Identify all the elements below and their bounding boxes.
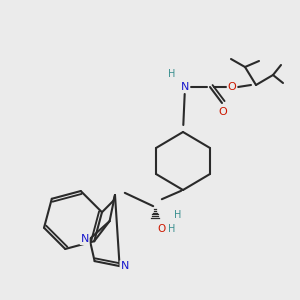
Text: O: O (158, 224, 166, 234)
Text: H: H (174, 210, 182, 220)
Text: N: N (80, 234, 89, 244)
Text: H: H (168, 224, 176, 234)
Text: N: N (120, 261, 129, 271)
Text: N: N (181, 82, 189, 92)
Text: O: O (219, 107, 227, 117)
Text: H: H (168, 69, 176, 79)
Text: O: O (228, 82, 236, 92)
